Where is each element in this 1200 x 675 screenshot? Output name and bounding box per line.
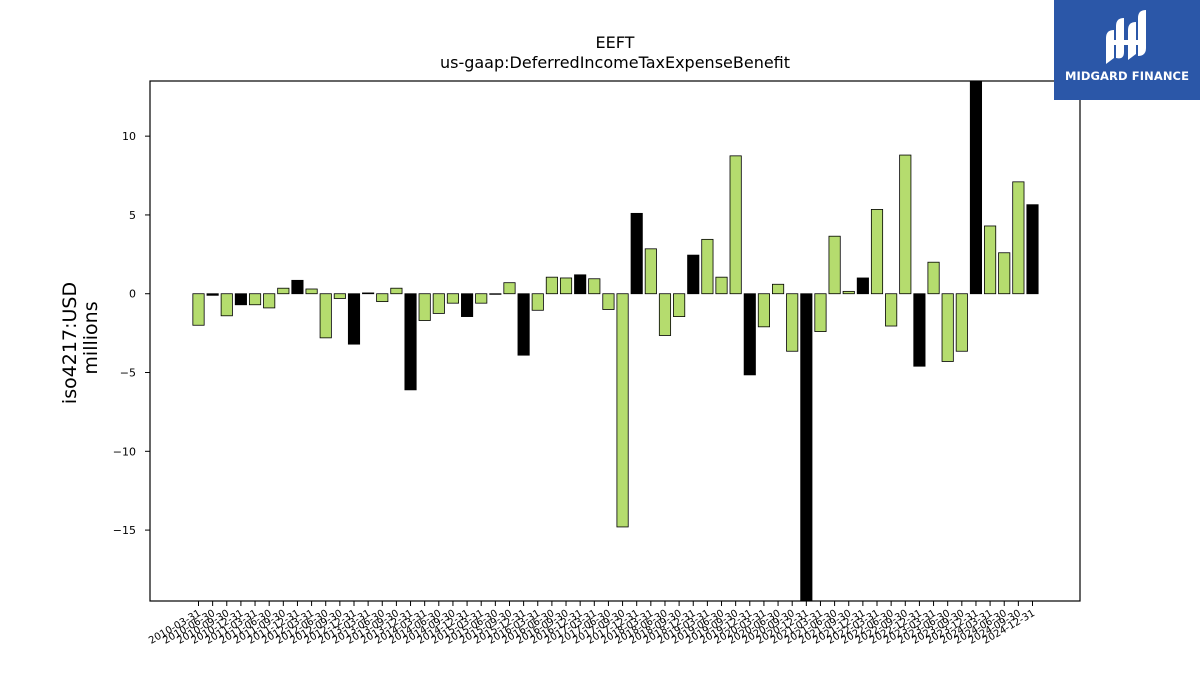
bar (800, 293, 813, 602)
bar (432, 293, 445, 314)
bar (503, 282, 516, 295)
y-tick-label: −10 (113, 445, 136, 458)
bar (206, 293, 219, 296)
bar (899, 154, 912, 295)
y-axis-label: iso4217:USD (59, 282, 81, 404)
bar (362, 292, 375, 295)
bar (319, 293, 332, 339)
bar (418, 293, 431, 321)
bar (814, 293, 827, 332)
bar (772, 283, 785, 295)
bar (291, 279, 304, 295)
bar (927, 261, 940, 295)
bar (955, 293, 968, 352)
bar (305, 288, 318, 295)
bars-group (192, 80, 1039, 602)
bar (277, 287, 290, 295)
bar (248, 293, 262, 306)
bar (616, 293, 629, 528)
bar (757, 293, 770, 328)
bar (969, 80, 983, 295)
bar (446, 293, 460, 304)
bar (333, 293, 346, 299)
bar (263, 293, 276, 309)
plot-frame (149, 80, 1081, 602)
bar (630, 212, 643, 295)
bar (828, 235, 841, 295)
bar (715, 276, 728, 295)
bar (220, 293, 233, 317)
bar (531, 293, 544, 311)
bar (234, 293, 247, 306)
y-axis-label-units: millions (80, 301, 102, 374)
bar (786, 293, 799, 352)
y-tick-label: −15 (113, 524, 136, 537)
bar (475, 293, 488, 304)
bar (743, 293, 756, 376)
bar (658, 293, 672, 336)
bar (870, 209, 884, 295)
midgard-logo: MIDGARD FINANCE (1054, 0, 1200, 100)
bar (984, 225, 997, 295)
bar (885, 293, 898, 327)
bar (644, 248, 657, 295)
bar (574, 274, 587, 295)
bar (404, 293, 417, 391)
bar (673, 293, 686, 317)
bar (1012, 181, 1025, 295)
bar (941, 293, 954, 362)
bar (687, 254, 700, 295)
x-axis: 2010-03-312010-06-302010-09-302010-12-31… (147, 601, 1037, 647)
y-tick-label: 0 (129, 288, 136, 301)
bar (842, 290, 855, 295)
chart-subtitle: us-gaap:DeferredIncomeTaxExpenseBenefit (440, 53, 790, 72)
bar (192, 293, 205, 326)
bar (545, 276, 558, 295)
bar (729, 155, 742, 295)
midgard-logo-icon (1106, 10, 1146, 64)
y-tick-label: 5 (129, 209, 136, 222)
y-tick-label: −5 (120, 367, 136, 380)
bar (588, 278, 601, 295)
bar (461, 293, 474, 317)
y-axis: −15 −10 −5 0 5 10 (113, 130, 150, 537)
logo-text: MIDGARD FINANCE (1064, 69, 1190, 83)
bar (347, 293, 361, 345)
bar (602, 293, 615, 310)
bar (856, 277, 869, 295)
bar (390, 287, 403, 295)
bar (913, 293, 926, 367)
bar (701, 238, 714, 295)
bar (998, 252, 1011, 295)
y-tick-label: 10 (122, 130, 136, 143)
chart-title: EEFT (596, 33, 635, 52)
bar (517, 293, 530, 356)
bar (376, 293, 389, 303)
bar (489, 293, 502, 295)
bar (559, 277, 573, 295)
bar (1026, 204, 1039, 295)
